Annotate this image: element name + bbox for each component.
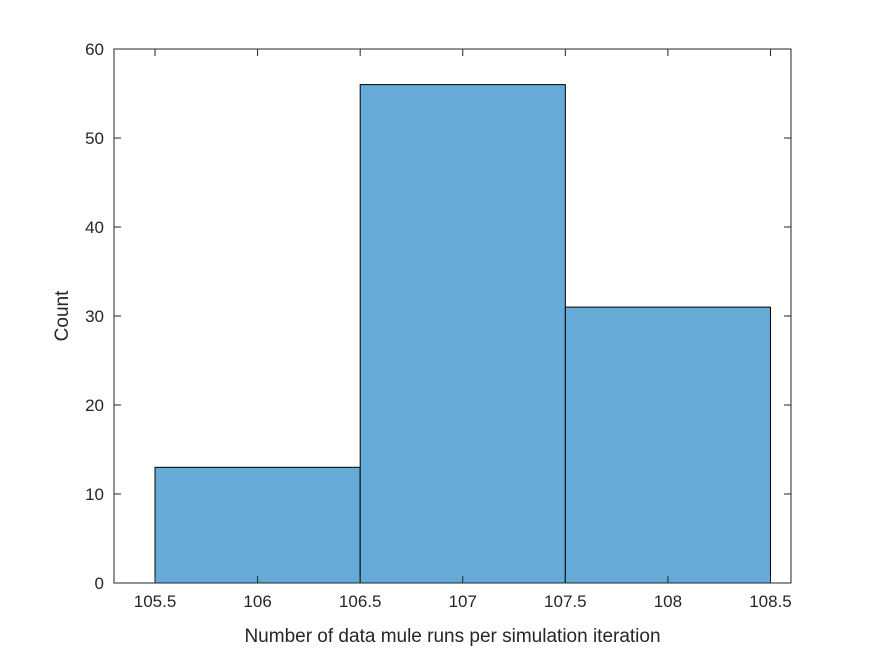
x-tick-label: 105.5 [134,592,177,611]
y-tick-label: 30 [85,307,104,326]
histogram-bar-1 [154,466,361,584]
x-tick-label: 106.5 [339,592,382,611]
x-axis-label: Number of data mule runs per simulation … [244,626,660,647]
histogram-bar-3 [564,306,771,584]
y-axis-ticks: 0 10 20 30 40 50 60 [85,40,791,593]
y-tick-label: 50 [85,129,104,148]
x-tick-label: 106 [243,592,271,611]
y-tick-label: 10 [85,485,104,504]
histogram-bars [154,84,771,584]
x-tick-label: 107.5 [544,592,587,611]
y-axis-label: Count [52,290,73,341]
y-tick-label: 0 [95,574,104,593]
x-tick-label: 108.5 [749,592,792,611]
y-tick-label: 20 [85,396,104,415]
x-tick-label: 107 [449,592,477,611]
y-tick-label: 40 [85,218,104,237]
x-tick-label: 108 [654,592,682,611]
y-tick-label: 60 [85,40,104,59]
x-axis-ticks: 105.5 106 106.5 107 107.5 108 108.5 [134,49,792,611]
histogram-bar-2 [359,84,566,584]
